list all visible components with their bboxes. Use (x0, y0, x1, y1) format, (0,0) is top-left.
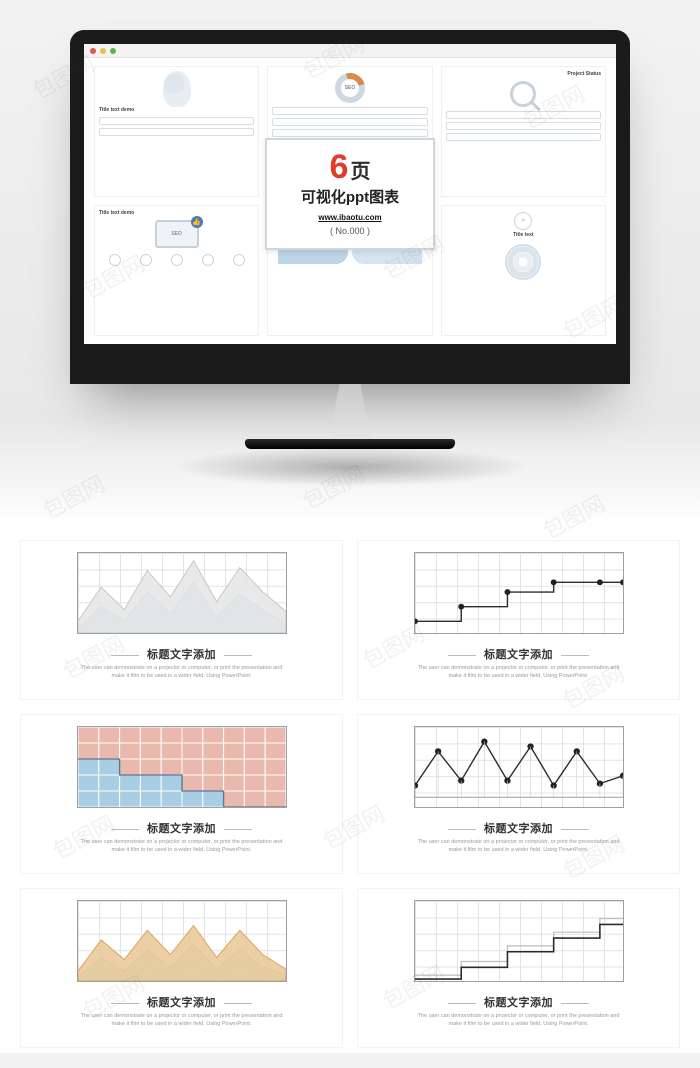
search-icon: ⌕ (514, 212, 532, 230)
overlay-url: www.ibaotu.com (275, 213, 425, 222)
concentric-rings-icon (505, 244, 541, 280)
mini-icon (171, 254, 183, 266)
cell-title: Title text demo (99, 210, 254, 216)
slide-title: 标题文字添加 (103, 646, 260, 662)
slide-5: 标题文字添加 The user can demonstrate on a pro… (20, 888, 343, 1048)
slide-title: 标题文字添加 (440, 646, 597, 662)
overlay-number-value: 6 (330, 148, 349, 186)
slide-subtitle: The user can demonstrate on a projector … (77, 665, 287, 680)
mini-icon (233, 254, 245, 266)
slide-subtitle: The user can demonstrate on a projector … (77, 839, 287, 854)
chart-area-multi (77, 900, 287, 982)
overlay-number-suffix: 页 (350, 161, 370, 183)
infographic-cell-laptop: Title text demo SEO 👍 (94, 205, 259, 336)
monitor-stand-neck (315, 384, 385, 439)
slide-subtitle: The user can demonstrate on a projector … (77, 1013, 287, 1028)
mini-icon (109, 254, 121, 266)
cell-title: Title text (446, 232, 601, 238)
traffic-light-red (90, 48, 96, 54)
slide-title: 标题文字添加 (103, 994, 260, 1010)
chart-stacked-block (77, 726, 287, 808)
slide-title: 标题文字添加 (440, 994, 597, 1010)
overlay-line2: 可视化ppt图表 (275, 186, 425, 207)
overlay-no: ( No.000 ) (275, 226, 425, 236)
thumbs-up-icon: 👍 (191, 216, 203, 228)
cell-title: Project Status (446, 71, 601, 77)
monitor-screen: Title text demo SEO Project Status (84, 44, 616, 344)
donut-icon: SEO (335, 73, 365, 103)
infographic-cell-concentric: ⌕ Title text (441, 205, 606, 336)
monitor-shadow (170, 447, 530, 487)
watermark-text: 包图网 (536, 486, 609, 545)
mini-icon (140, 254, 152, 266)
chart-line-markers (414, 726, 624, 808)
slide-subtitle: The user can demonstrate on a projector … (414, 839, 624, 854)
slide-3: 标题文字添加 The user can demonstrate on a pro… (20, 714, 343, 874)
slide-1: 标题文字添加 The user can demonstrate on a pro… (20, 540, 343, 700)
slide-6: 标题文字添加 The user can demonstrate on a pro… (357, 888, 680, 1048)
slide-4: 标题文字添加 The user can demonstrate on a pro… (357, 714, 680, 874)
donut-center-label: SEO (341, 79, 359, 97)
magnifier-icon (510, 81, 536, 107)
slide-2: 标题文字添加 The user can demonstrate on a pro… (357, 540, 680, 700)
traffic-light-green (110, 48, 116, 54)
chart-step-outline (414, 900, 624, 982)
mini-icon (202, 254, 214, 266)
chart-area-double (77, 552, 287, 634)
head-profile-icon (163, 71, 191, 107)
browser-bar (84, 44, 616, 58)
slide-title: 标题文字添加 (440, 820, 597, 836)
monitor-bezel: Title text demo SEO Project Status (70, 30, 630, 384)
slide-subtitle: The user can demonstrate on a projector … (414, 665, 624, 680)
mini-icon-row (99, 254, 254, 266)
monitor-mockup: Title text demo SEO Project Status (70, 30, 630, 487)
infographic-cell-head: Title text demo (94, 66, 259, 197)
slide-title: 标题文字添加 (103, 820, 260, 836)
overlay-card: 6页 可视化ppt图表 www.ibaotu.com ( No.000 ) (265, 138, 435, 250)
overlay-number: 6页 (275, 150, 425, 184)
slide-subtitle: The user can demonstrate on a projector … (414, 1013, 624, 1028)
laptop-icon: SEO 👍 (155, 220, 199, 248)
traffic-light-yellow (100, 48, 106, 54)
infographic-cell-magnifier: Project Status (441, 66, 606, 197)
slide-grid: 标题文字添加 The user can demonstrate on a pro… (0, 540, 700, 1068)
cell-title: Title text demo (99, 107, 254, 113)
laptop-badge: SEO (157, 222, 197, 246)
chart-step-line (414, 552, 624, 634)
